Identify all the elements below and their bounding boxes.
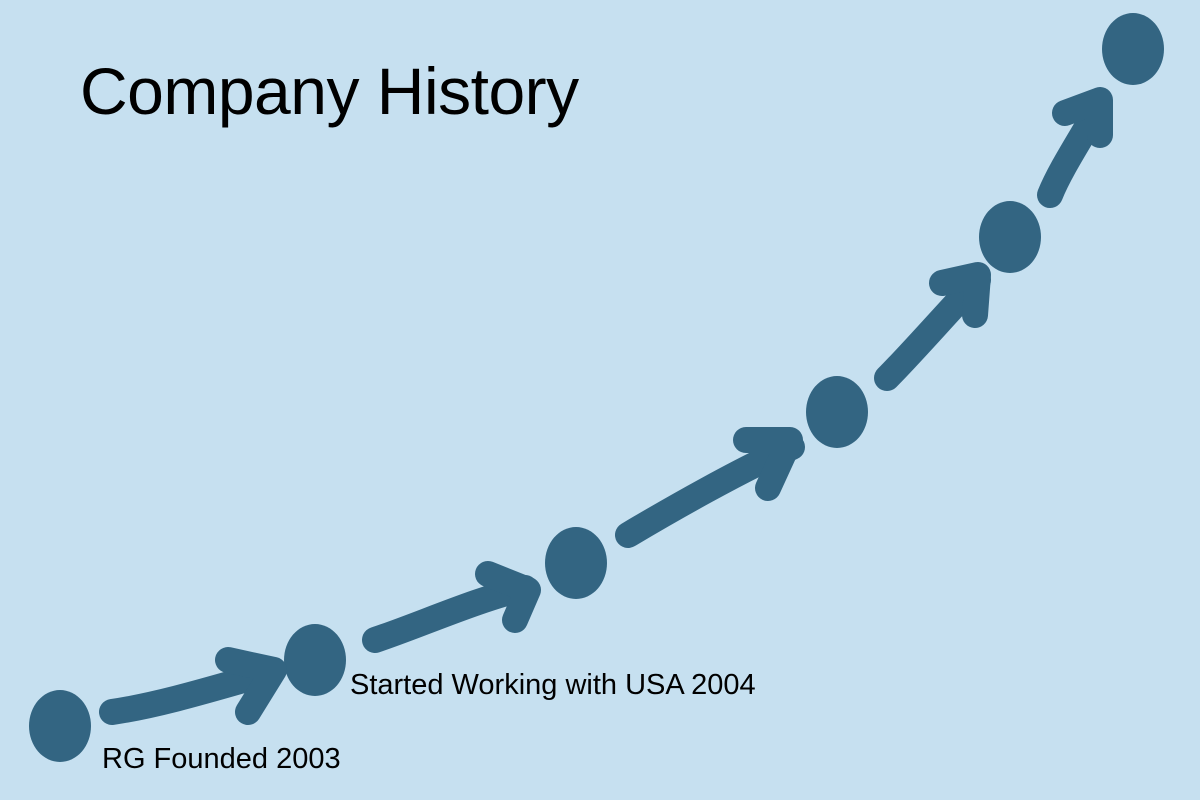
milestone-dot-1	[29, 690, 91, 762]
arrow-1	[99, 647, 287, 725]
milestone-dot-4	[806, 376, 868, 448]
milestone-label-founded: RG Founded 2003	[102, 743, 341, 775]
milestone-dot-6	[1102, 13, 1164, 85]
arrow-5	[1037, 87, 1113, 208]
milestone-dot-3	[545, 527, 607, 599]
slide-title: Company History	[80, 54, 579, 128]
arrow-2	[362, 561, 541, 653]
arrow-3	[615, 427, 805, 548]
milestone-label-usa: Started Working with USA 2004	[350, 669, 756, 701]
arrow-4	[874, 262, 991, 391]
milestone-dot-2	[284, 624, 346, 696]
milestone-dot-5	[979, 201, 1041, 273]
